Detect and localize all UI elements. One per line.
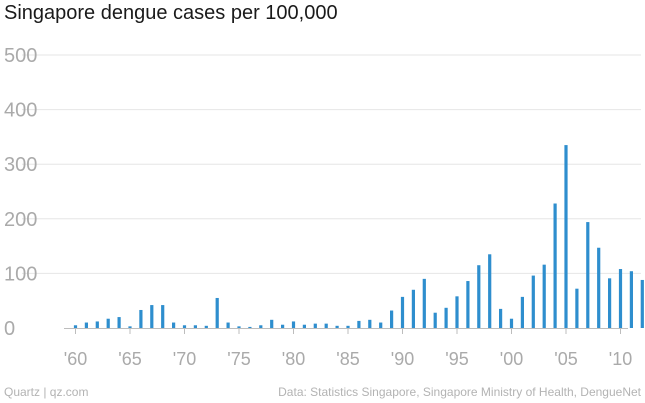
bar xyxy=(444,307,448,328)
bar xyxy=(629,271,633,328)
bar xyxy=(324,323,328,328)
bar xyxy=(640,279,644,328)
x-tick-label: '80 xyxy=(282,349,305,369)
bar xyxy=(466,281,470,328)
footer-credit: Quartz | qz.com xyxy=(4,385,89,399)
bar xyxy=(161,305,165,328)
bar xyxy=(379,322,383,328)
bar xyxy=(597,247,601,328)
bar xyxy=(237,326,241,328)
bar xyxy=(291,321,296,328)
y-tick-label: 0 xyxy=(4,318,15,340)
bar xyxy=(259,325,263,328)
y-tick-label: 500 xyxy=(4,45,37,67)
bar xyxy=(84,322,88,328)
bar xyxy=(302,324,306,328)
bar xyxy=(106,318,110,328)
bar xyxy=(455,296,459,328)
bar xyxy=(95,321,99,328)
bar xyxy=(531,275,535,328)
bar xyxy=(477,265,481,328)
bar xyxy=(313,323,317,328)
bar xyxy=(433,312,437,328)
y-tick-label: 300 xyxy=(4,154,37,176)
bar xyxy=(139,309,143,328)
bar xyxy=(226,322,230,328)
bars xyxy=(73,145,644,328)
bar xyxy=(270,319,274,328)
bar xyxy=(608,278,612,328)
bar xyxy=(128,326,132,328)
bar xyxy=(586,222,590,328)
x-tick-label: '85 xyxy=(336,349,359,369)
bar xyxy=(488,254,492,328)
x-axis: '60 '65 '70 '75 '80 '85 '90 '95 '00 '05 '10 xyxy=(64,329,632,369)
bar xyxy=(357,320,361,328)
bar xyxy=(117,317,121,328)
bar xyxy=(248,326,252,328)
bar xyxy=(542,264,546,328)
bar xyxy=(150,305,154,328)
x-tick-label: '05 xyxy=(554,349,577,369)
x-tick-label: '65 xyxy=(118,349,141,369)
bar xyxy=(553,203,557,328)
bar xyxy=(182,325,187,328)
bar xyxy=(215,297,219,328)
bar xyxy=(411,289,415,328)
bar xyxy=(422,278,426,328)
x-tick-label: '90 xyxy=(391,349,414,369)
footer-source: Data: Statistics Singapore, Singapore Mi… xyxy=(278,385,641,399)
bar xyxy=(564,145,568,328)
y-tick-label: 200 xyxy=(4,209,37,231)
x-tick-label: '00 xyxy=(500,349,523,369)
y-tick-label: 100 xyxy=(4,263,37,285)
x-tick-label: '10 xyxy=(609,349,632,369)
x-tick-label: '75 xyxy=(227,349,250,369)
bar xyxy=(346,325,350,328)
bar xyxy=(193,325,197,328)
bar xyxy=(520,296,524,328)
chart-title: Singapore dengue cases per 100,000 xyxy=(4,2,338,24)
bar xyxy=(390,310,394,328)
bar xyxy=(618,269,623,328)
x-tick-label: '70 xyxy=(173,349,196,369)
bar xyxy=(172,322,176,328)
bar xyxy=(281,324,285,328)
bar xyxy=(575,288,579,328)
gridlines xyxy=(22,54,641,274)
y-tick-label: 400 xyxy=(4,100,37,122)
bar xyxy=(509,318,514,328)
x-tick-label: '95 xyxy=(445,349,468,369)
bar xyxy=(368,319,372,328)
y-axis: 0 100 200 300 400 500 xyxy=(4,45,37,340)
x-tick-label: '60 xyxy=(64,349,87,369)
bar xyxy=(204,325,208,328)
bar xyxy=(335,325,339,328)
bar xyxy=(73,325,78,328)
bar xyxy=(499,308,503,328)
bar xyxy=(400,296,405,328)
